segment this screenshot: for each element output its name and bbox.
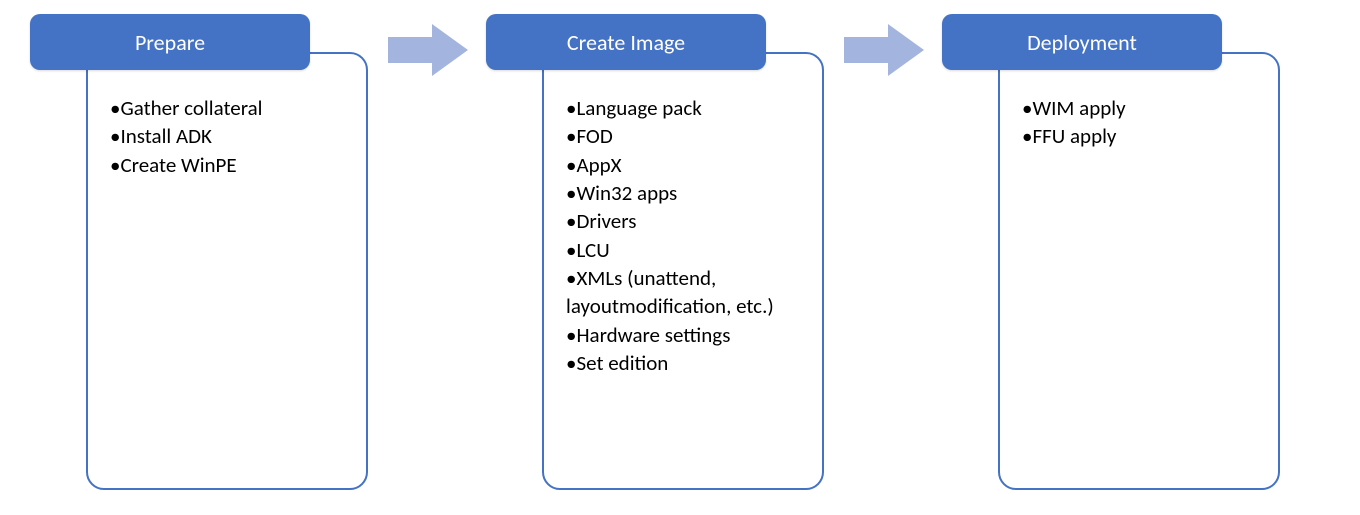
list-item: •Language pack (566, 94, 804, 122)
list-item: •Create WinPE (110, 151, 348, 179)
arrow-icon (844, 20, 924, 80)
stage-header-prepare: Prepare (30, 14, 310, 70)
stage-items-deployment: •WIM apply •FFU apply (1022, 94, 1260, 151)
list-item: •FFU apply (1022, 122, 1260, 150)
stage-header-deployment: Deployment (942, 14, 1222, 70)
stage-items-prepare: •Gather collateral •Install ADK •Create … (110, 94, 348, 179)
stage-create-image: Create Image •Language pack •FOD •AppX •… (486, 14, 826, 494)
list-item: •AppX (566, 151, 804, 179)
stage-body-deployment: •WIM apply •FFU apply (998, 52, 1280, 490)
stage-body-create-image: •Language pack •FOD •AppX •Win32 apps •D… (542, 52, 824, 490)
stage-title: Prepare (135, 29, 205, 56)
list-item: •Gather collateral (110, 94, 348, 122)
list-item: •LCU (566, 236, 804, 264)
stage-deployment: Deployment •WIM apply •FFU apply (942, 14, 1282, 494)
list-item: •Hardware settings (566, 321, 804, 349)
list-item: •Drivers (566, 207, 804, 235)
stage-prepare: Prepare •Gather collateral •Install ADK … (30, 14, 370, 494)
stage-items-create-image: •Language pack •FOD •AppX •Win32 apps •D… (566, 94, 804, 377)
list-item: •FOD (566, 122, 804, 150)
list-item: •XMLs (unattend, layoutmodification, etc… (566, 264, 804, 321)
arrow-icon (388, 20, 468, 80)
list-item: •WIM apply (1022, 94, 1260, 122)
stage-body-prepare: •Gather collateral •Install ADK •Create … (86, 52, 368, 490)
list-item: •Set edition (566, 349, 804, 377)
list-item: •Win32 apps (566, 179, 804, 207)
process-flow-diagram: Prepare •Gather collateral •Install ADK … (0, 0, 1360, 515)
list-item: •Install ADK (110, 122, 348, 150)
stage-title: Deployment (1027, 29, 1137, 56)
stage-title: Create Image (567, 29, 685, 56)
stage-header-create-image: Create Image (486, 14, 766, 70)
